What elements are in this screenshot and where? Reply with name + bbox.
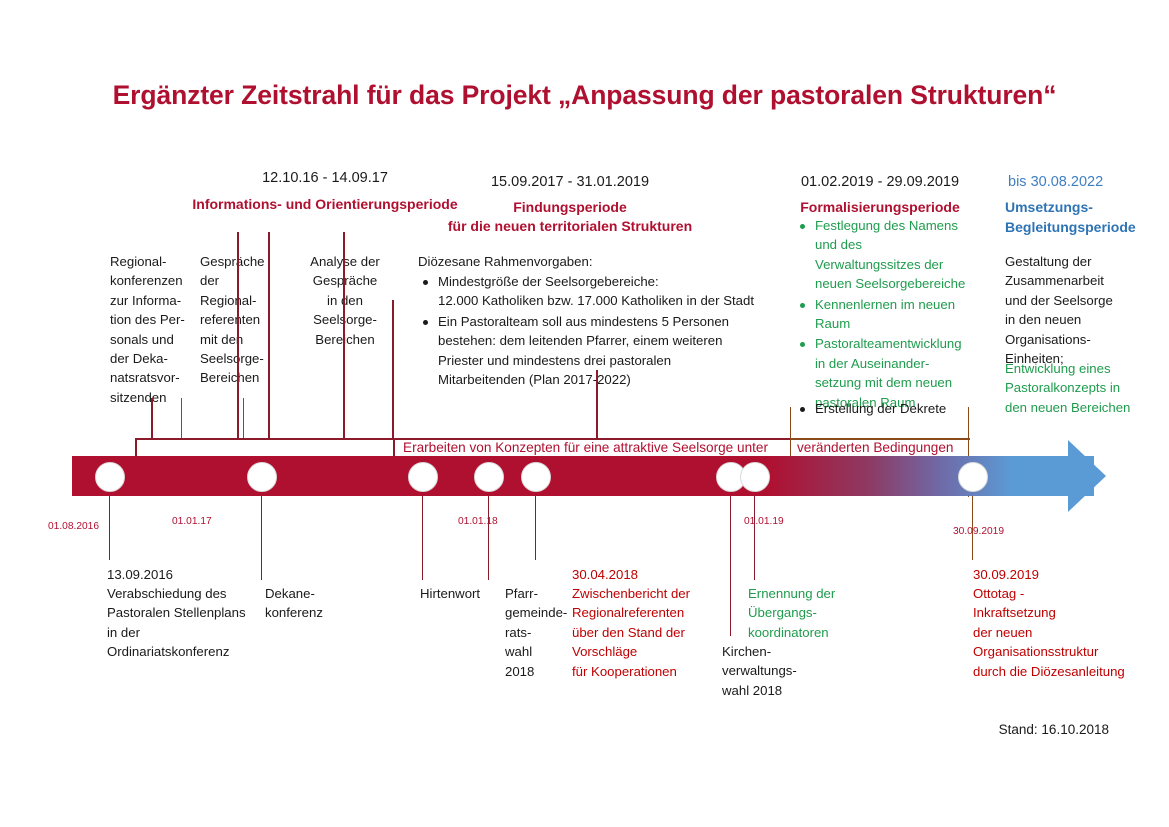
milestone-node[interactable]	[740, 462, 770, 492]
bracket-line-left	[135, 438, 393, 440]
event-date-ottotag: 30.09.2019	[973, 567, 1040, 582]
phase-name-umsetzungsperiode: Umsetzungs- Begleitungsperiode	[1005, 199, 1136, 236]
axis-date-label: 01.01.17	[172, 516, 212, 527]
bracket-leg	[790, 438, 792, 460]
bar-banner-left: Erarbeiten von Konzepten für eine attrak…	[403, 440, 768, 455]
connector-stem	[151, 398, 153, 440]
milestone-node[interactable]	[247, 462, 277, 492]
formalisierungsperiode-bullets-green: Festlegung des Namens und des Verwaltung…	[795, 216, 985, 413]
timeline-arrow-head	[1068, 440, 1106, 512]
phase-name-informations: Informations- und Orientierungsperiode	[192, 196, 458, 212]
timeline-bar	[72, 456, 1094, 496]
event-dropline	[972, 496, 974, 560]
list-item: Pastoralteamentwicklung in der Auseinand…	[795, 334, 985, 412]
axis-date-label: 01.08.2016	[48, 521, 99, 532]
connector-stem	[243, 398, 245, 440]
bar-banner-right: veränderten Bedingungen	[797, 440, 954, 455]
connector-stem	[790, 407, 792, 440]
milestone-node[interactable]	[474, 462, 504, 492]
event-dropline	[422, 496, 424, 580]
event-text-hirtenwort: Hirtenwort	[420, 586, 481, 601]
phase-name-findungsperiode-line2: für die neuen territorialen Strukturen	[447, 218, 693, 234]
findungsperiode-bullets: Mindestgröße der Seelsorgebereiche: 12.0…	[418, 272, 808, 390]
event-dropline	[754, 496, 756, 580]
bracket-line-right	[790, 438, 970, 440]
milestone-node[interactable]	[521, 462, 551, 492]
event-text-pfarrgemeinderatswahl: Pfarr- gemeinde- rats- wahl 2018	[505, 586, 568, 679]
formalisierungsperiode-bullets-black: Erstellung der Dekrete	[795, 399, 985, 419]
connector-stem	[237, 232, 239, 440]
event-text-kirchenverwaltungswahl: Kirchen- verwaltungs- wahl 2018	[722, 644, 797, 698]
connector-stem	[596, 370, 598, 440]
event-dropline	[109, 496, 111, 560]
event-dropline	[261, 496, 263, 580]
col-gespraeche-regionalreferenten: Gespräche der Regional- referenten mit d…	[200, 254, 265, 386]
findungsperiode-intro: Diözesane Rahmenvorgaben:	[418, 254, 593, 269]
connector-stem	[181, 398, 183, 440]
event-dropline	[488, 496, 490, 580]
umsetzungsperiode-body-black: Gestaltung der Zusammenarbeit und der Se…	[1005, 254, 1113, 367]
milestone-node[interactable]	[408, 462, 438, 492]
axis-date-label: 30.09.2019	[953, 526, 1004, 537]
event-text-ernennung-koordinatoren: Ernennung der Übergangs- koordinatoren	[748, 586, 836, 640]
bracket-leg	[135, 438, 137, 460]
milestone-node[interactable]	[95, 462, 125, 492]
phase-date-informations: 12.10.16 - 14.09.17	[262, 170, 388, 186]
axis-date-label: 01.01.18	[458, 516, 498, 527]
event-dropline	[730, 496, 732, 636]
phase-date-formalisierungsperiode: 01.02.2019 - 29.09.2019	[800, 174, 960, 190]
col-regionalkonferenzen: Regional- konferenzen zur Informa- tion …	[110, 254, 185, 405]
connector-stem	[268, 232, 270, 440]
connector-stem	[392, 300, 394, 440]
axis-date-label: 01.01.19	[744, 516, 784, 527]
event-date-verabschiedung: 13.09.2016	[107, 567, 174, 582]
event-dropline	[535, 496, 537, 560]
list-item: Mindestgröße der Seelsorgebereiche: 12.0…	[418, 272, 808, 311]
umsetzungsperiode-body-green: Entwicklung eines Pastoralkonzepts in de…	[1005, 361, 1131, 415]
connector-stem	[343, 232, 345, 440]
page-title: Ergänzter Zeitstrahl für das Projekt „An…	[112, 80, 1057, 110]
event-text-ottotag: Ottotag - Inkraftsetzung der neuen Organ…	[973, 586, 1125, 679]
list-item: Ein Pastoralteam soll aus mindestens 5 P…	[418, 312, 808, 390]
milestone-node[interactable]	[958, 462, 988, 492]
stand-note: Stand: 16.10.2018	[998, 722, 1109, 737]
phase-date-findungsperiode: 15.09.2017 - 31.01.2019	[490, 174, 650, 190]
col-analyse-der-gespraeche: Analyse der Gespräche in den Seelsorge- …	[310, 254, 380, 347]
event-text-dekanekonferenz: Dekane- konferenz	[265, 586, 323, 621]
event-text-zwischenbericht: Zwischenbericht der Regionalreferenten ü…	[572, 586, 691, 679]
list-item: Festlegung des Namens und des Verwaltung…	[795, 216, 985, 294]
event-text-verabschiedung: Verabschiedung des Pastoralen Stellenpla…	[107, 586, 246, 660]
bracket-line-mid	[393, 438, 790, 440]
phase-name-formalisierungsperiode: Formalisierungsperiode	[800, 199, 960, 215]
phase-name-findungsperiode-line1: Findungsperiode	[513, 199, 627, 215]
bracket-leg	[968, 438, 970, 460]
bracket-leg	[393, 438, 395, 460]
event-date-zwischenbericht: 30.04.2018	[572, 567, 639, 582]
list-item: Erstellung der Dekrete	[795, 399, 985, 418]
list-item: Kennenlernen im neuen Raum	[795, 295, 985, 334]
phase-date-umsetzungsperiode: bis 30.08.2022	[1008, 174, 1104, 190]
